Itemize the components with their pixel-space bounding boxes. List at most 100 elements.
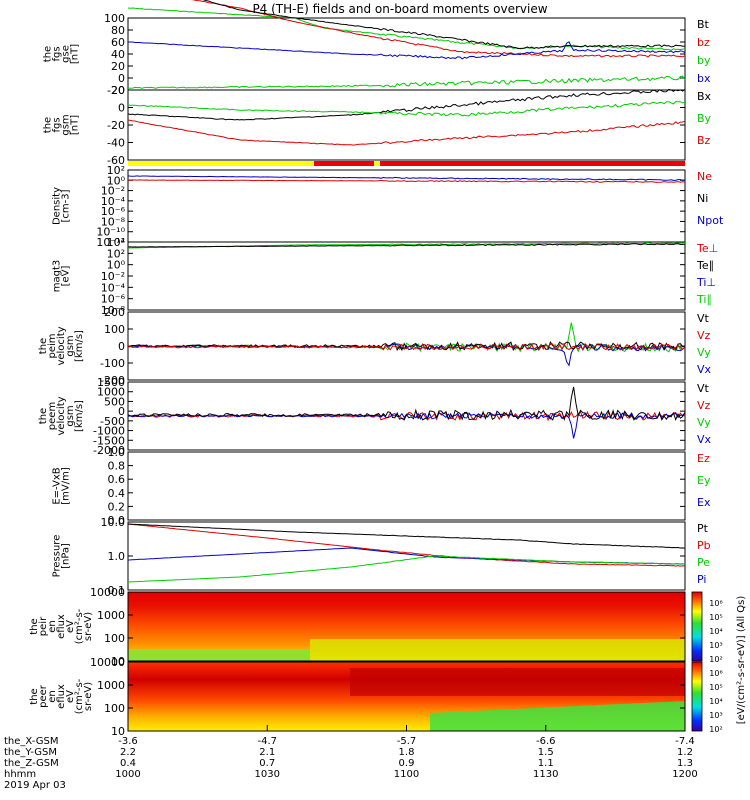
series-line (127, 547, 686, 565)
colorbar-label: [eV/(cm²-s-sr-eV)] (All Qs) (736, 596, 747, 725)
ytick-label: 0 (118, 102, 125, 115)
colorbar: 10⁶ 10⁵ 10⁴ 10³ 10² 10⁶ 10⁵ 10⁴ 10³ 10² [eV/(cm²-… (691, 591, 747, 734)
ylabel-line: (cm²-s- (74, 678, 85, 714)
xaxis-value: 1200 (672, 769, 697, 780)
legend-bz: bz (697, 36, 710, 49)
xaxis-value: 1100 (394, 769, 419, 780)
ylabel-temp: magt3[eV] (52, 260, 72, 293)
ylabel-line: [km/s] (74, 400, 85, 432)
ytick-label: 0.1 (108, 584, 126, 597)
legend-Vt: Vt (697, 382, 710, 395)
series-line (127, 523, 686, 567)
colorbar-tick: 10⁵ (709, 613, 722, 622)
colorbar-tick: 10² (709, 725, 722, 734)
ytick-label: 200 (104, 306, 125, 319)
xaxis-row-label: the_Z-GSM (4, 758, 59, 769)
electron-low-band (430, 701, 685, 731)
ylabel-line: the (43, 117, 54, 133)
ylabel-line: magt3 (52, 260, 63, 293)
ytick-label: 100 (104, 632, 125, 645)
series-line (127, 386, 686, 422)
legend-Npot: Npot (697, 214, 724, 227)
ylabel-line: gsm (61, 114, 72, 135)
panel-efield: 1.00.80.60.40.20.0 E=-VxB[mV/m] Ez Ey Ex (52, 446, 711, 527)
ylabel-line: the (38, 338, 49, 354)
xaxis-row-label: the_Y-GSM (4, 747, 57, 758)
xaxis-value: -7.4 (675, 736, 695, 747)
ytick-label: 10⁻⁶ (101, 293, 126, 306)
legend-Te∥: Te∥ (696, 259, 714, 272)
ytick-label: 100 (104, 12, 125, 25)
legend-Bx: Bx (697, 90, 712, 103)
ytick-label: 10⁻⁶ (101, 205, 126, 218)
legend-Pe: Pe (697, 556, 710, 569)
ytick-label: -40 (107, 137, 125, 150)
ytick-label: 10⁰ (107, 174, 126, 187)
ytick-label: 40 (111, 48, 125, 61)
ylabel-pressure: Pressure[nPa] (52, 535, 72, 578)
ytick-label: 10⁻⁴ (101, 195, 126, 208)
x-axis-annotation: the_X-GSM -3.6 -4.7 -5.7 -6.6 -7.4 the_Y-GSM 2.… (4, 725, 698, 791)
series-line (127, 179, 686, 183)
figure-title: P4 (TH-E) fields and on-board moments ov… (252, 2, 547, 16)
ylabel-line: [cm-3] (61, 189, 72, 222)
mode-bar-yellow-blip (374, 161, 380, 166)
ytick-label: 10² (107, 164, 125, 177)
xaxis-value: -3.6 (118, 736, 138, 747)
xaxis-value: -5.7 (397, 736, 417, 747)
ytick-label: 0.6 (108, 473, 126, 486)
legend-Pb: Pb (697, 539, 711, 552)
ylabel-line: peim (47, 333, 58, 358)
legend-Bt: Bt (697, 18, 710, 31)
ytick-label: 1.0 (108, 550, 126, 563)
ytick-label: 10⁻⁸ (101, 304, 126, 317)
ylabel-efield: E=-VxB[mV/m] (52, 467, 72, 505)
ytick-label: 20 (111, 60, 125, 73)
series-line (127, 343, 686, 367)
ytick-label: -60 (107, 154, 125, 167)
ylabel-line: gse (61, 45, 72, 63)
ylabel-line: en (47, 620, 58, 633)
ylabel-line: Pressure (52, 535, 63, 578)
panels: 100806040200-20thefgsgse[nT]Btbzbybx200-… (29, 0, 724, 738)
panel-frame (127, 591, 686, 662)
ytick-label: 1000 (97, 609, 125, 622)
legend-Vx: Vx (697, 433, 712, 446)
ytick-label: -100 (100, 357, 125, 370)
ylabel-line: the (43, 46, 54, 62)
ytick-label: 10.0 (101, 516, 126, 529)
ytick-label: -1000 (93, 425, 125, 438)
ytick-label: 10⁴ (107, 236, 126, 249)
series-line (127, 523, 686, 549)
ylabel-line: eflux (56, 684, 67, 709)
ytick-label: 100 (104, 702, 125, 715)
ylabel-line: Density (52, 187, 63, 225)
xaxis-value: 1000 (115, 769, 140, 780)
legend-Te⊥: Te⊥ (696, 242, 718, 255)
panel-frame (127, 241, 686, 311)
xaxis-value: 2.1 (259, 747, 275, 758)
series-line (202, 0, 686, 50)
legend-Vy: Vy (697, 416, 711, 429)
ytick-label: 10⁻² (101, 270, 125, 283)
legend-by: by (697, 54, 711, 67)
legend-By: By (697, 112, 712, 125)
ylabel-line: (cm²-s- (74, 608, 85, 644)
legend-Ni: Ni (697, 192, 708, 205)
colorbar-tick: 10² (709, 655, 722, 664)
xaxis-value: 0.7 (259, 758, 275, 769)
colorbar-tick: 10⁶ (709, 599, 722, 608)
xaxis-value: 2.2 (120, 747, 136, 758)
ytick-label: 10⁻⁴ (101, 281, 126, 294)
ylabel-line: en (47, 690, 58, 703)
ytick-label: -500 (100, 415, 125, 428)
ytick-label: -1500 (93, 434, 125, 447)
ytick-label: 0.8 (108, 460, 126, 473)
ytick-label: 1.0 (108, 446, 126, 459)
xaxis-value: -6.6 (536, 736, 556, 747)
ylabel-line: eV (65, 620, 76, 633)
